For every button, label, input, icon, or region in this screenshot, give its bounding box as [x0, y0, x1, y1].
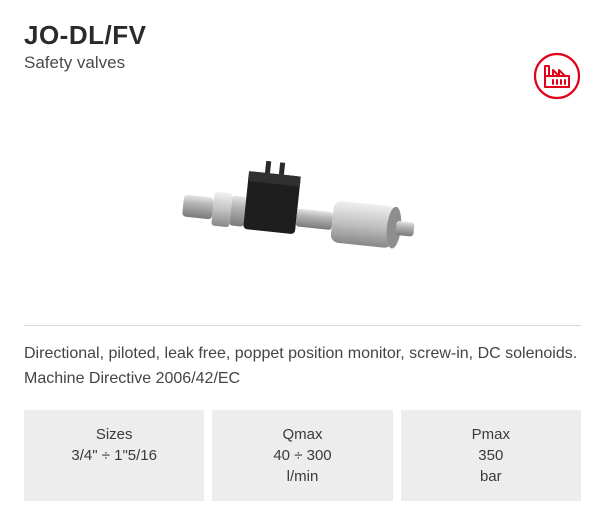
factory-icon: [533, 52, 581, 100]
product-description: Directional, piloted, leak free, poppet …: [24, 342, 581, 392]
spec-value: 40 ÷ 300: [222, 445, 382, 466]
spec-unit: bar: [411, 466, 571, 487]
section-divider: [24, 325, 581, 326]
spec-unit: l/min: [222, 466, 382, 487]
spec-label: Pmax: [411, 424, 571, 445]
spec-label: Qmax: [222, 424, 382, 445]
product-title: JO-DL/FV: [24, 20, 581, 51]
header: JO-DL/FV Safety valves: [24, 20, 581, 73]
spec-value: 3/4" ÷ 1"5/16: [34, 445, 194, 466]
spec-qmax: Qmax 40 ÷ 300 l/min: [212, 410, 392, 501]
spec-value: 350: [411, 445, 571, 466]
spec-label: Sizes: [34, 424, 194, 445]
specs-row: Sizes 3/4" ÷ 1"5/16 Qmax 40 ÷ 300 l/min …: [24, 410, 581, 501]
product-subtitle: Safety valves: [24, 53, 581, 73]
spec-pmax: Pmax 350 bar: [401, 410, 581, 501]
product-image: [24, 93, 581, 313]
spec-sizes: Sizes 3/4" ÷ 1"5/16: [24, 410, 204, 501]
